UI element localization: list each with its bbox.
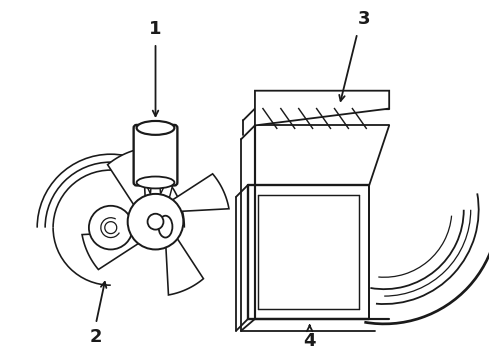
Polygon shape	[142, 206, 170, 214]
Text: 2: 2	[90, 328, 102, 346]
Circle shape	[128, 194, 183, 249]
Ellipse shape	[137, 121, 174, 135]
Circle shape	[147, 214, 164, 230]
Circle shape	[89, 206, 133, 249]
Ellipse shape	[158, 216, 172, 238]
Polygon shape	[141, 201, 171, 206]
Polygon shape	[166, 231, 203, 295]
Text: 4: 4	[303, 332, 316, 350]
FancyBboxPatch shape	[134, 125, 177, 185]
Polygon shape	[82, 231, 146, 270]
Polygon shape	[255, 91, 389, 125]
Text: 1: 1	[149, 20, 162, 38]
Polygon shape	[149, 152, 162, 207]
Polygon shape	[155, 167, 177, 210]
Ellipse shape	[137, 176, 174, 188]
Polygon shape	[108, 148, 146, 212]
Polygon shape	[166, 174, 229, 212]
Polygon shape	[133, 165, 156, 210]
Text: 3: 3	[358, 10, 370, 28]
